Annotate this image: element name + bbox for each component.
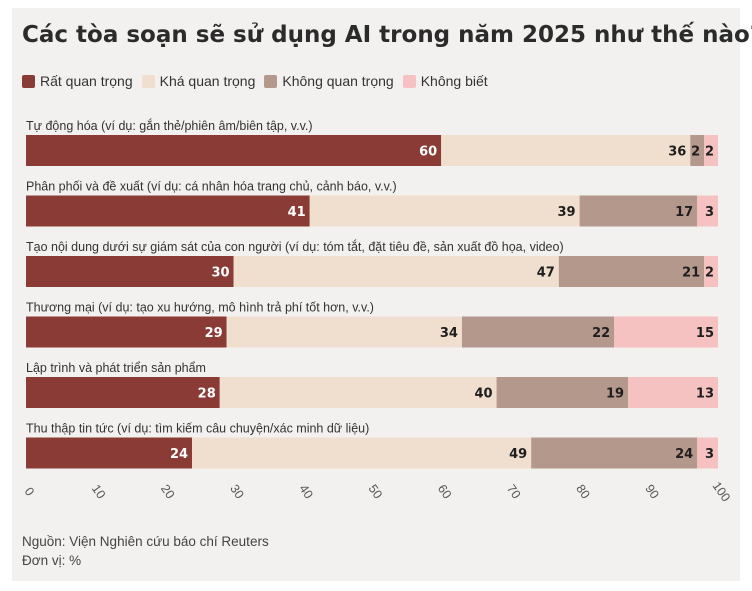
data-label: 3 <box>705 205 714 220</box>
bar-segment <box>690 135 705 166</box>
data-label: 39 <box>558 205 576 220</box>
data-label: 21 <box>682 266 700 281</box>
bar-segment <box>614 316 718 348</box>
legend-item-not-important: Không quan trọng <box>264 73 394 89</box>
data-label: 15 <box>696 326 714 341</box>
bar-segment <box>309 195 580 227</box>
x-tick-label: 70 <box>504 482 523 501</box>
legend-item-dont-know: Không biết <box>402 73 488 89</box>
bar-segment <box>26 195 310 227</box>
x-tick-label: 90 <box>642 482 661 501</box>
unit-note: Đơn vị: % <box>22 553 82 568</box>
legend-swatch-very-important <box>22 74 35 88</box>
x-tick-label: 80 <box>573 482 592 501</box>
bar-segment <box>704 256 718 287</box>
bar-segment <box>26 377 220 408</box>
x-tick-label: 10 <box>89 482 108 501</box>
legend-label-very-important: Rất quan trọng <box>40 73 133 89</box>
data-label: 30 <box>212 266 230 281</box>
bar-segment <box>531 437 698 469</box>
bar-segment <box>704 135 718 166</box>
bar-segment <box>26 135 442 166</box>
legend-label-not-important: Không quan trọng <box>282 73 394 89</box>
legend-item-very-important: Rất quan trọng <box>22 73 133 89</box>
data-label: 3 <box>705 447 714 462</box>
category-label: Lập trình và phát triển sản phẩm <box>26 361 206 375</box>
data-label: 24 <box>170 447 188 462</box>
bar-segment <box>192 437 532 469</box>
source-note: Nguồn: Viện Nghiên cứu báo chí Reuters <box>22 534 269 549</box>
data-label: 29 <box>205 326 223 341</box>
bar-segment <box>226 316 462 348</box>
bar-segment <box>697 437 718 469</box>
x-tick-label: 20 <box>158 482 177 501</box>
category-label: Thương mại (ví dụ: tạo xu hướng, mô hình… <box>26 301 374 315</box>
data-label: 36 <box>668 145 686 160</box>
bar-chart: Tự động hóa (ví dụ: gắn thẻ/phiên âm/biê… <box>22 118 733 504</box>
data-label: 19 <box>606 387 624 402</box>
category-label: Tự động hóa (ví dụ: gắn thẻ/phiên âm/biê… <box>26 118 313 133</box>
bar-segment <box>628 377 718 408</box>
data-label: 40 <box>474 387 492 402</box>
x-tick-label: 50 <box>366 482 385 501</box>
data-label: 2 <box>705 266 714 281</box>
bar-segment <box>697 195 718 227</box>
data-label: 60 <box>419 145 437 160</box>
bar-segment <box>26 256 234 287</box>
data-label: 22 <box>592 326 610 341</box>
data-label: 41 <box>288 205 306 220</box>
bar-segment <box>461 316 615 348</box>
bar-segment <box>219 377 497 408</box>
x-tick-label: 40 <box>296 482 315 501</box>
data-label: 2 <box>705 145 714 160</box>
legend-swatch-fairly-important <box>141 74 155 88</box>
category-label: Phân phối và đề xuất (ví dụ: cá nhân hóa… <box>26 180 397 194</box>
data-label: 34 <box>440 326 458 341</box>
x-tick-label: 0 <box>22 485 37 499</box>
bar-segment <box>26 316 227 348</box>
bar-segment <box>496 377 629 408</box>
chart-card: Các tòa soạn sẽ sử dụng AI trong năm 202… <box>12 8 752 581</box>
footer: Nguồn: Viện Nghiên cứu báo chí Reuters Đ… <box>22 532 269 570</box>
data-label: 17 <box>675 205 693 220</box>
bar-segment <box>26 437 193 469</box>
chart-title: Các tòa soạn sẽ sử dụng AI trong năm 202… <box>22 22 752 48</box>
legend-swatch-dont-know <box>402 74 416 88</box>
legend-item-fairly-important: Khá quan trọng <box>141 73 256 89</box>
legend-swatch-not-important <box>264 74 278 88</box>
bar-segment <box>441 135 691 166</box>
bar-segment <box>233 256 559 287</box>
legend-label-dont-know: Không biết <box>420 73 488 89</box>
bar-segment <box>558 256 705 287</box>
data-label: 47 <box>537 266 555 281</box>
data-label: 28 <box>198 387 216 402</box>
category-label: Thu thập tin tức (ví dụ: tìm kiếm câu ch… <box>26 422 369 436</box>
data-label: 2 <box>691 145 700 160</box>
data-label: 24 <box>675 447 693 462</box>
category-label: Tạo nội dung dưới sự giám sát của con ng… <box>26 239 564 254</box>
legend: Rất quan trọng Khá quan trọng Không quan… <box>22 72 497 90</box>
x-tick-label: 60 <box>435 482 454 501</box>
x-tick-label: 30 <box>227 482 246 501</box>
data-label: 13 <box>696 387 714 402</box>
x-tick-label: 100 <box>710 479 733 504</box>
data-label: 49 <box>509 447 527 462</box>
legend-label-fairly-important: Khá quan trọng <box>159 73 256 89</box>
bar-segment <box>579 195 698 227</box>
